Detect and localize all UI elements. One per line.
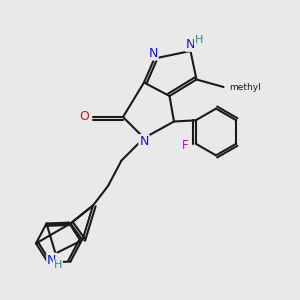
Text: N: N [47, 254, 57, 267]
Text: methyl: methyl [230, 82, 261, 91]
Text: F: F [182, 139, 188, 152]
Text: H: H [195, 34, 203, 45]
Text: N: N [139, 135, 149, 148]
Text: N: N [186, 38, 195, 51]
Text: N: N [148, 46, 158, 60]
Text: O: O [79, 110, 89, 124]
Text: H: H [54, 260, 62, 271]
